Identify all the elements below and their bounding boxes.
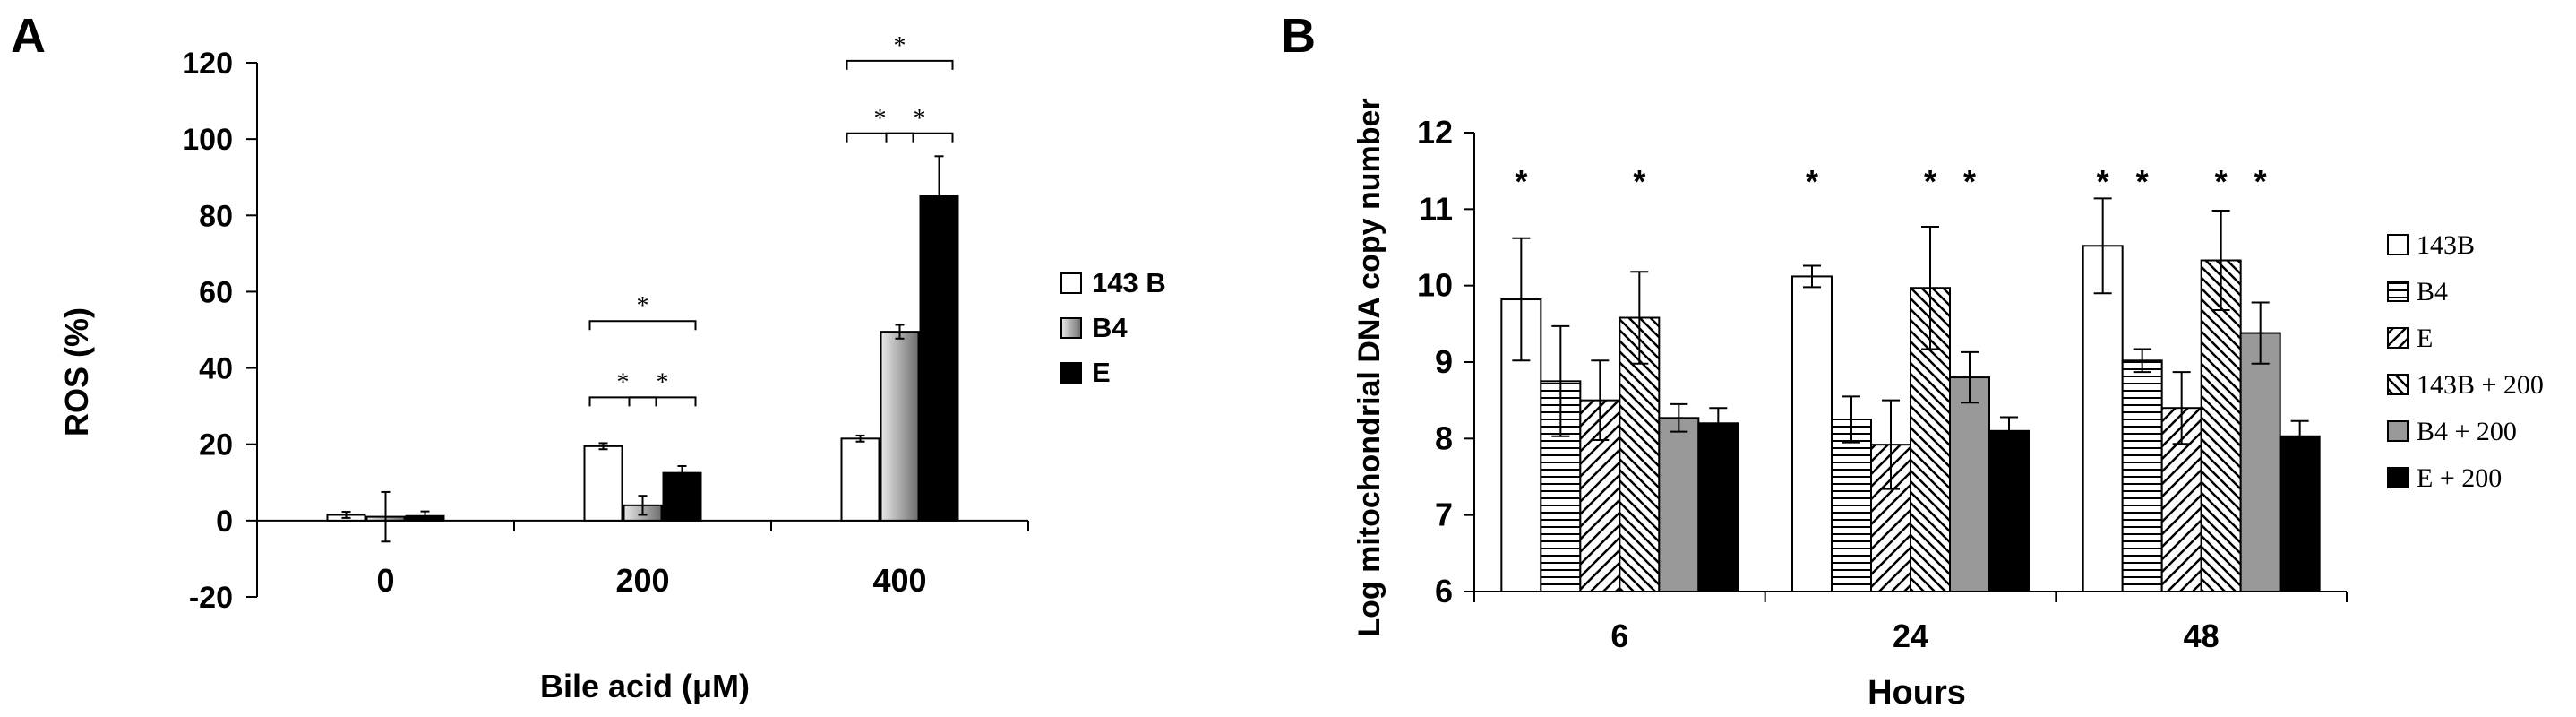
y-tick-label: 0 <box>216 505 233 539</box>
legend-swatch <box>2387 374 2409 395</box>
significance-star: * <box>894 32 906 60</box>
bar-143b <box>840 437 880 522</box>
x-tick-label: 24 <box>1893 618 1928 654</box>
legend-swatch <box>1060 362 1082 384</box>
y-tick-label: 6 <box>1435 573 1453 609</box>
legend-swatch <box>1060 317 1082 339</box>
legend-swatch <box>2387 420 2409 442</box>
y-tick-label: 12 <box>1417 114 1453 151</box>
significance-star: * <box>617 368 630 396</box>
panel-a-label: A <box>11 9 46 63</box>
significance-star: * <box>657 368 669 396</box>
y-tick-label: 80 <box>199 199 233 233</box>
legend-label: E <box>1092 357 1111 388</box>
legend-label: 143B + 200 <box>2417 370 2544 400</box>
significance-bracket <box>846 59 954 70</box>
significance-star: * <box>1633 163 1645 200</box>
significance-bracket <box>846 132 914 143</box>
y-tick-label: 60 <box>199 275 233 309</box>
y-tick-label: 120 <box>182 47 233 81</box>
legend-label: B4 <box>2417 277 2448 307</box>
bar-143b <box>583 445 623 522</box>
significance-star: * <box>914 105 926 133</box>
legend-swatch <box>2387 327 2409 349</box>
panel-b-x-axis-title: Hours <box>1868 674 1966 712</box>
y-tick-label: 100 <box>182 123 233 157</box>
significance-bracket <box>588 396 657 407</box>
bar-143b <box>2082 245 2124 592</box>
significance-bracket <box>628 396 697 407</box>
panel-a-x-axis-title: Bile acid (μM) <box>540 668 750 704</box>
bar-143b200 <box>2200 259 2242 592</box>
significance-star: * <box>1963 163 1976 200</box>
y-tick-label: 10 <box>1417 267 1453 304</box>
x-tick-label: 0 <box>376 562 394 599</box>
panel-a-plot: -20 0 20 40 60 80 100 120 0 200 400 * * * * * * 143 B B4 E <box>182 32 1165 615</box>
legend-swatch <box>1060 272 1082 294</box>
significance-star: * <box>2254 163 2267 200</box>
bar-e200 <box>2279 435 2321 593</box>
bar-e <box>1870 444 1911 592</box>
y-tick-label: 11 <box>1419 190 1453 227</box>
legend-label: 143 B <box>1092 267 1166 298</box>
y-tick-label: 9 <box>1435 343 1453 380</box>
significance-star: * <box>2097 163 2109 200</box>
significance-star: * <box>874 105 887 133</box>
x-tick-label: 6 <box>1610 618 1628 654</box>
bar-b4200 <box>2239 332 2281 592</box>
legend-swatch <box>2387 234 2409 255</box>
significance-bracket <box>588 320 697 331</box>
bar-b4 <box>880 331 920 522</box>
legend-label: B4 <box>1092 312 1128 343</box>
legend-swatch <box>2387 467 2409 488</box>
legend-label: B4 + 200 <box>2417 417 2517 446</box>
bar-b4 <box>2121 359 2163 592</box>
panel-b-label: B <box>1281 9 1316 63</box>
x-tick-label: 48 <box>2184 618 2220 654</box>
significance-star: * <box>637 292 649 320</box>
y-tick-label: 20 <box>199 428 233 462</box>
bar-b4200 <box>1949 376 1990 593</box>
bar-e200 <box>1697 422 1739 592</box>
y-tick-label: 7 <box>1435 497 1453 533</box>
significance-star: * <box>1806 163 1818 200</box>
legend-label: E + 200 <box>2417 463 2502 493</box>
significance-bracket <box>885 132 954 143</box>
bar-e200 <box>1988 429 2030 592</box>
panel-a-y-axis-title: ROS (%) <box>58 307 95 436</box>
bar-b4 <box>1831 419 1872 592</box>
legend-swatch <box>2387 281 2409 302</box>
x-tick-label: 200 <box>615 562 669 599</box>
bar-e <box>919 195 959 522</box>
panel-b-plot: 6 7 8 9 10 11 12 6 * * 24 * * * 48 * * * * 143B B4 E 143B + 20… <box>1417 114 2544 654</box>
x-tick-label: 400 <box>872 562 926 599</box>
significance-star: * <box>1924 163 1936 200</box>
bar-143b <box>1791 275 1833 592</box>
bar-e <box>662 471 702 522</box>
y-tick-label: 8 <box>1435 419 1453 456</box>
significance-star: * <box>1515 163 1527 200</box>
y-tick-label: -20 <box>189 581 233 615</box>
significance-star: * <box>2136 163 2149 200</box>
legend-label: 143B <box>2417 230 2475 260</box>
bar-b4200 <box>1658 417 1700 592</box>
legend-label: E <box>2417 324 2433 353</box>
y-tick-label: 40 <box>199 352 233 386</box>
significance-star: * <box>2215 163 2228 200</box>
panel-b-y-axis-title: Log mitochondrial DNA copy number <box>1352 98 1387 636</box>
